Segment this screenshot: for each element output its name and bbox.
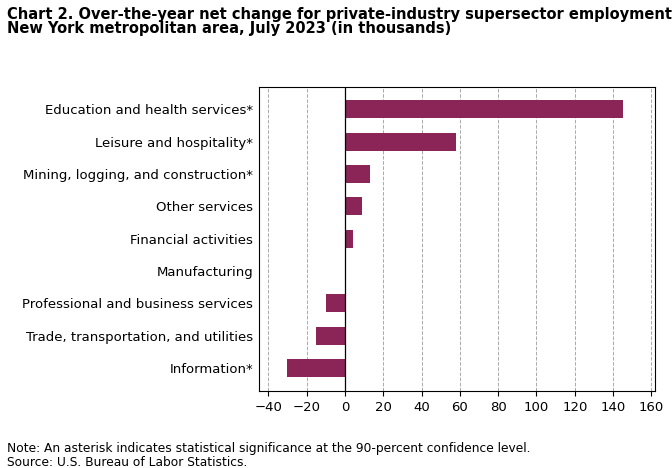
Text: Source: U.S. Bureau of Labor Statistics.: Source: U.S. Bureau of Labor Statistics.: [7, 456, 247, 468]
Bar: [345, 165, 370, 183]
Bar: [288, 359, 345, 377]
Bar: [345, 197, 362, 215]
Text: Note: An asterisk indicates statistical significance at the 90-percent confidenc: Note: An asterisk indicates statistical …: [7, 442, 530, 455]
Bar: [345, 230, 353, 248]
Bar: [345, 133, 456, 151]
Bar: [326, 294, 345, 312]
Bar: [345, 101, 623, 118]
Text: New York metropolitan area, July 2023 (in thousands): New York metropolitan area, July 2023 (i…: [7, 21, 451, 36]
Bar: [317, 327, 345, 344]
Text: Chart 2. Over-the-year net change for private-industry supersector employment in: Chart 2. Over-the-year net change for pr…: [7, 7, 672, 22]
